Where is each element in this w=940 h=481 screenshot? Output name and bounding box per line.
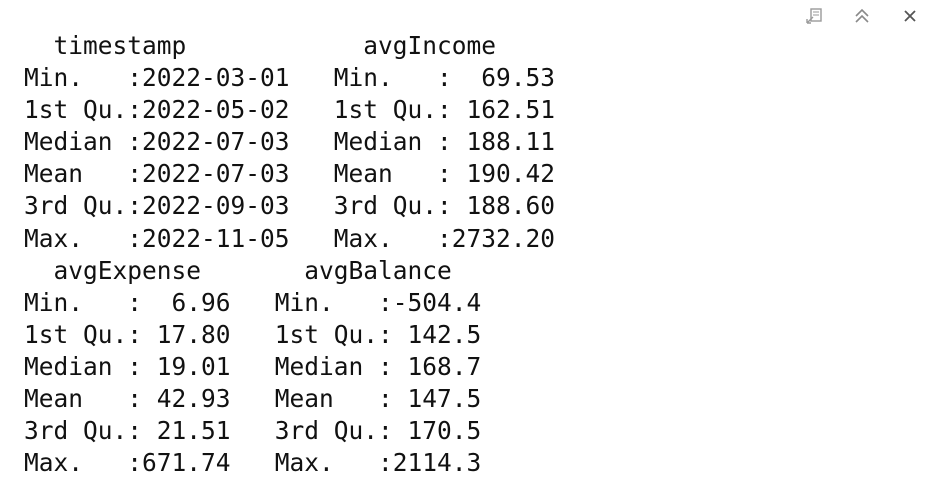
- output-line: timestamp avgIncome: [24, 31, 570, 60]
- close-icon[interactable]: [898, 4, 922, 28]
- output-line: 1st Qu.:2022-05-02 1st Qu.: 162.51: [24, 95, 585, 125]
- collapse-icon[interactable]: [850, 4, 874, 28]
- output-line: Min. : 6.96 Min. :-504.4: [24, 287, 511, 317]
- output-line: 1st Qu.: 17.80 1st Qu.: 142.5: [24, 319, 511, 349]
- output-line: Max. :2022-11-05 Max. :2732.20: [24, 223, 585, 253]
- output-line: 3rd Qu.: 21.51 3rd Qu.: 170.5: [24, 416, 511, 446]
- output-line: Min. :2022-03-01 Min. : 69.53: [24, 63, 585, 93]
- output-line: avgExpense avgBalance: [24, 255, 511, 285]
- output-line: Median : 19.01 Median : 168.7: [24, 351, 511, 381]
- output-line: Median :2022-07-03 Median : 188.11: [24, 127, 585, 157]
- output-line: Max. :671.74 Max. :2114.3: [24, 448, 511, 478]
- console-output: timestamp avgIncome Min. :2022-03-01 Min…: [24, 30, 585, 479]
- output-line: Mean : 42.93 Mean : 147.5: [24, 384, 511, 414]
- popout-icon[interactable]: [802, 4, 826, 28]
- console-toolbar: [802, 0, 940, 32]
- output-line: Mean :2022-07-03 Mean : 190.42: [24, 159, 585, 189]
- output-line: 3rd Qu.:2022-09-03 3rd Qu.: 188.60: [24, 191, 585, 221]
